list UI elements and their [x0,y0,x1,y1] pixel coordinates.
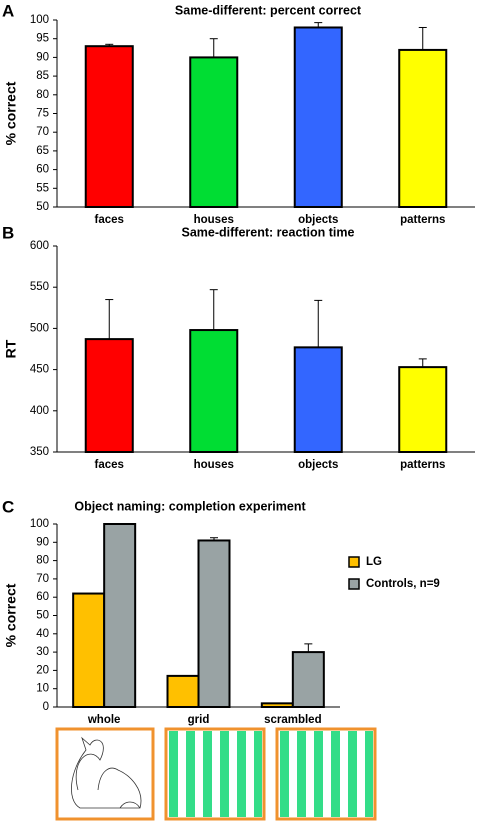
y-tick-label: 70 [36,573,49,585]
bar [103,523,137,708]
bar [72,592,106,708]
y-axis-label: % correct [3,583,19,647]
bar [293,346,343,453]
y-tick-label: 75 [36,108,49,120]
y-tick-label: 50 [36,610,49,622]
stimulus-images [55,727,377,821]
legend-label: LG [366,556,382,568]
bar [291,651,325,708]
y-tick-label: 30 [36,646,49,658]
y-tick-label: 550 [30,281,49,293]
legend-swatch [348,578,360,590]
y-tick-label: 100 [30,518,49,530]
x-tick-label: faces [95,459,124,471]
y-tick-label: 350 [30,446,49,458]
y-tick-label: 0 [43,701,49,713]
bar [260,702,294,709]
x-tick-label: houses [194,459,234,471]
x-tick-label: patterns [400,214,445,226]
x-tick-label: whole [87,714,121,726]
y-tick-label: 80 [36,555,49,567]
bar [189,329,239,454]
stimulus-grid [164,727,266,821]
y-tick-label: 65 [36,145,49,157]
x-tick-label: faces [95,214,124,226]
x-tick-label: grid [188,714,210,726]
y-tick-label: 450 [30,364,49,376]
bar [189,56,239,209]
y-tick-label: 95 [36,33,49,45]
legend-label: Controls, n=9 [366,578,440,590]
grid-stripes [169,731,262,817]
y-tick-label: 70 [36,126,49,138]
bar [84,45,134,209]
y-tick-label: 55 [36,182,49,194]
x-tick-label: scrambled [264,714,322,726]
y-tick-label: 600 [30,240,49,252]
y-tick-label: 85 [36,70,49,82]
y-tick-label: 500 [30,322,49,334]
stimulus-whole [55,727,155,821]
panel-label: B [2,223,14,242]
x-tick-label: objects [298,214,338,226]
y-tick-label: 60 [36,164,49,176]
bar [197,539,231,708]
x-tick-label: houses [194,214,234,226]
x-tick-label: objects [298,459,338,471]
y-axis-label: % correct [3,81,19,145]
bar [166,674,200,709]
y-axis-label: RT [3,339,19,358]
y-tick-label: 90 [36,536,49,548]
chart-title: Object naming: completion experiment [74,499,306,513]
cat-drawing [71,736,142,809]
chart-title: Same-different: percent correct [175,3,362,17]
panel-label: A [2,1,14,20]
bar [398,48,448,208]
stimulus-scrambled [275,727,377,821]
y-tick-label: 50 [36,201,49,213]
y-tick-label: 20 [36,664,49,676]
y-tick-label: 100 [30,14,49,26]
scrambled-stripes [280,731,373,817]
bar [84,338,134,453]
y-tick-label: 90 [36,51,49,63]
y-tick-label: 400 [30,405,49,417]
y-tick-label: 10 [36,683,49,695]
legend-swatch [348,556,360,568]
panel-label: C [2,497,14,516]
y-tick-label: 40 [36,628,49,640]
y-tick-label: 60 [36,591,49,603]
bar [293,26,343,209]
x-tick-label: patterns [400,459,445,471]
y-tick-label: 80 [36,89,49,101]
bar [398,366,448,453]
chart-title: Same-different: reaction time [182,225,355,239]
